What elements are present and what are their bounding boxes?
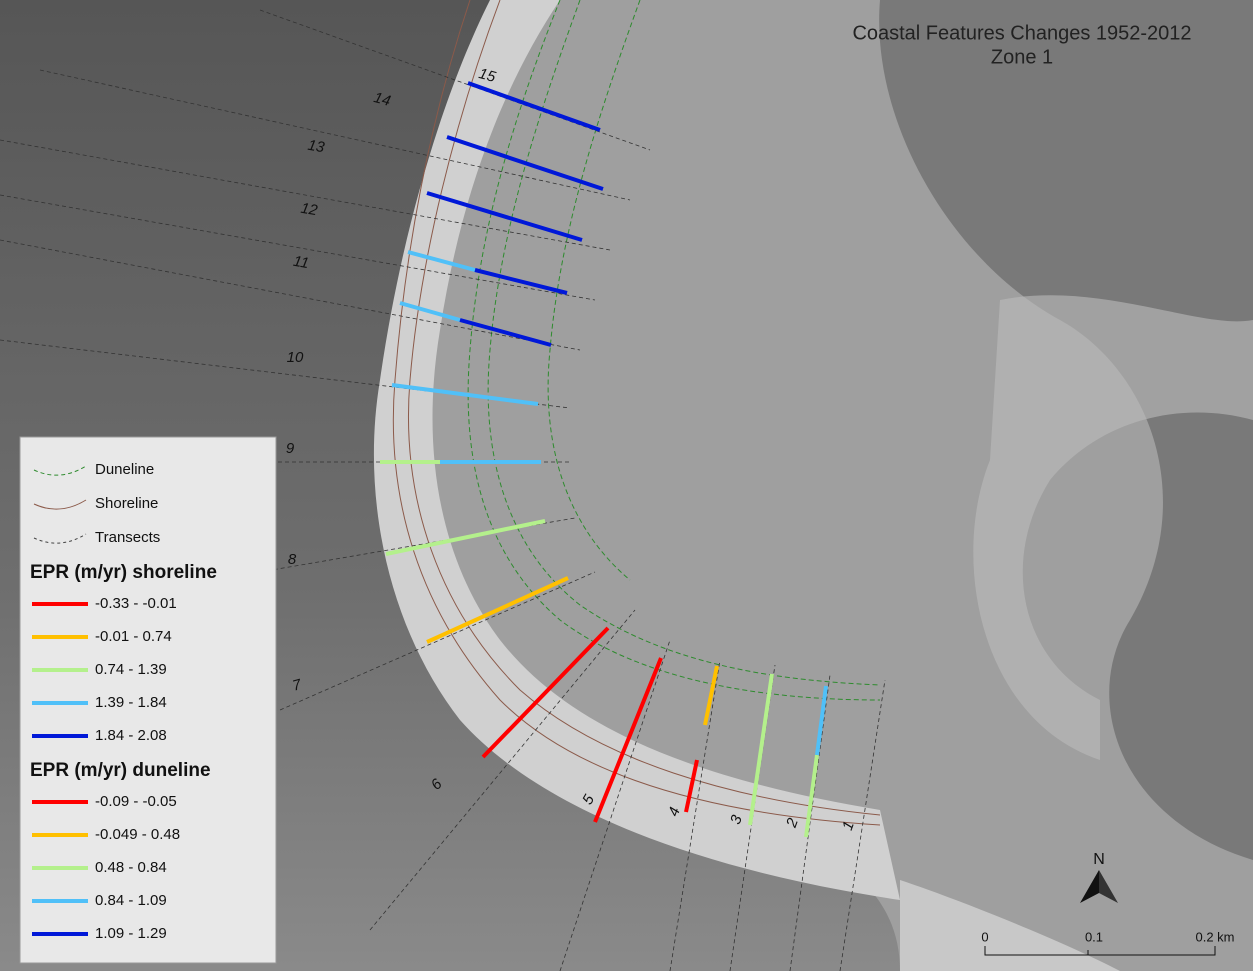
legend-label: Duneline — [95, 461, 154, 478]
legend-label: -0.049 - 0.48 — [95, 826, 180, 843]
scale-label: 0 — [981, 929, 988, 944]
legend-heading: EPR (m/yr) shoreline — [30, 562, 217, 583]
transect-label: 8 — [288, 551, 297, 568]
legend-label: -0.01 - 0.74 — [95, 628, 172, 645]
scale-label: 0.1 — [1085, 929, 1103, 944]
transect-label: 9 — [286, 440, 295, 457]
scale-label: 0.2 km — [1195, 929, 1234, 944]
legend-heading: EPR (m/yr) duneline — [30, 760, 211, 781]
north-label: N — [1093, 851, 1105, 868]
legend-label: 1.09 - 1.29 — [95, 925, 167, 942]
legend-label: 0.74 - 1.39 — [95, 661, 167, 678]
map-title: Coastal Features Changes 1952-2012 — [852, 22, 1191, 44]
legend-label: -0.09 - -0.05 — [95, 793, 177, 810]
legend-label: 0.84 - 1.09 — [95, 892, 167, 909]
transect-label: 10 — [287, 349, 304, 366]
legend-label: 1.39 - 1.84 — [95, 694, 167, 711]
legend-label: 1.84 - 2.08 — [95, 727, 167, 744]
map: 123456789101112131415 Coastal Features C… — [0, 0, 1253, 971]
transect-label: 11 — [292, 253, 310, 272]
legend-label: Shoreline — [95, 495, 158, 512]
legend-label: -0.33 - -0.01 — [95, 595, 177, 612]
legend-label: 0.48 - 0.84 — [95, 859, 167, 876]
legend-label: Transects — [95, 529, 160, 546]
map-subtitle: Zone 1 — [991, 46, 1053, 68]
